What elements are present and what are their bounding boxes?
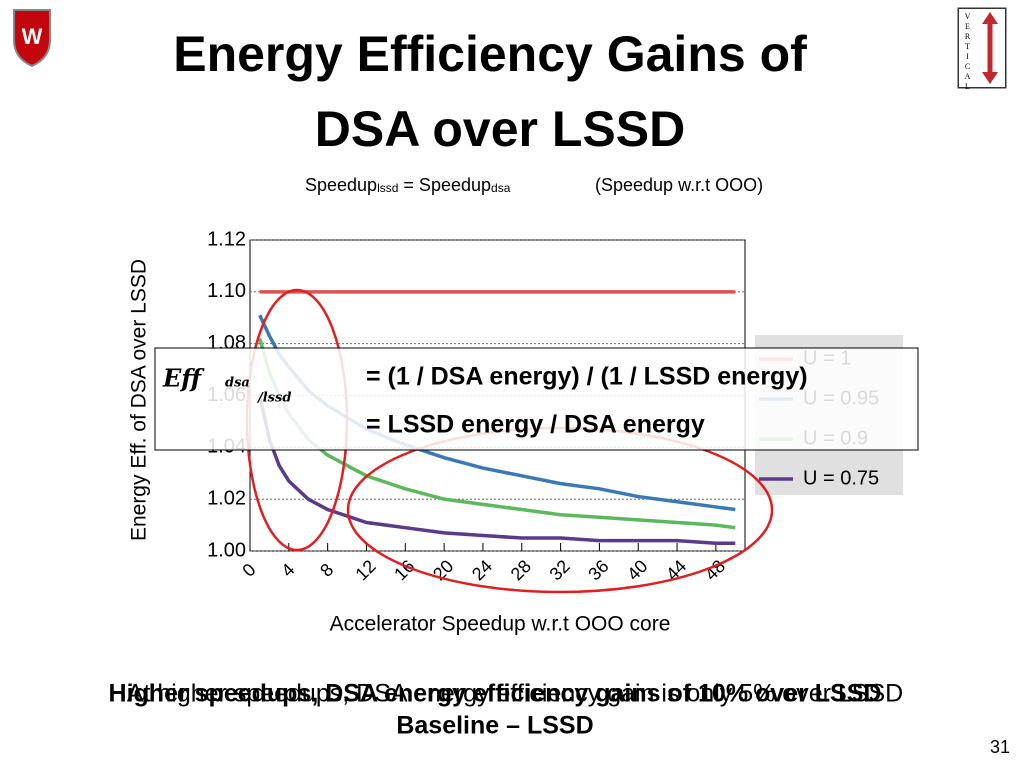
bottom-note: At higher speedups, DSA energy efficienc… (127, 680, 903, 708)
svg-text:W: W (22, 24, 43, 49)
bottom-note: Higher speedups, DSA energy efficiency g… (109, 680, 882, 708)
subtitle-sub: lssd (377, 181, 398, 195)
uw-logo: W (13, 9, 51, 68)
formula-sub: dsa (225, 376, 250, 391)
vertical-logo-text: VERTICAL (963, 12, 972, 92)
formula-box: Eff dsa /lssd = (1 / DSA energy) / (1 / … (154, 347, 919, 451)
formula-sub: /lssd (256, 391, 291, 406)
subtitle-part: (Speedup w.r.t OOO) (595, 175, 763, 195)
vertical-logo (957, 7, 1007, 89)
y-tick-label: 1.12 (207, 228, 246, 250)
page-number: 31 (990, 737, 1010, 757)
subtitle-sub: dsa (491, 181, 511, 195)
x-tick-label: 8 (316, 560, 337, 581)
series-line (257, 395, 736, 545)
formula-line: = LSSD energy / DSA energy (366, 411, 705, 439)
x-tick-label: 40 (623, 556, 651, 584)
x-tick-label: 12 (351, 556, 379, 584)
x-axis-label: Accelerator Speedup w.r.t OOO core (330, 613, 671, 636)
y-tick-label: 1.00 (207, 539, 246, 561)
subtitle-part: Speedup (305, 175, 377, 195)
x-tick-label: 28 (507, 556, 535, 584)
x-tick-label: 36 (584, 556, 612, 584)
bottom-note: Baseline – LSSD (396, 712, 593, 740)
x-tick-label: 24 (468, 556, 496, 584)
subtitle-part: = Speedup (398, 175, 491, 195)
vertical-logo-text-box: VERTICAL (958, 8, 1006, 92)
legend-label: U = 0.75 (803, 467, 879, 489)
formula-lhs: Eff (162, 364, 205, 393)
y-tick-label: 1.02 (207, 487, 246, 509)
title: Energy Efficiency Gains of (173, 26, 807, 82)
title: DSA over LSSD (315, 101, 685, 157)
x-tick-label: 4 (277, 560, 298, 581)
x-tick-label: 0 (239, 560, 260, 581)
y-tick-label: 1.10 (207, 280, 246, 302)
subtitle: Speeduplssd = Speedupdsa (Speedup w.r.t O… (305, 175, 763, 195)
formula-line: = (1 / DSA energy) / (1 / LSSD energy) (366, 363, 808, 391)
x-tick-label: 32 (546, 556, 574, 584)
y-axis-label: Energy Eff. of DSA over LSSD (128, 259, 151, 541)
